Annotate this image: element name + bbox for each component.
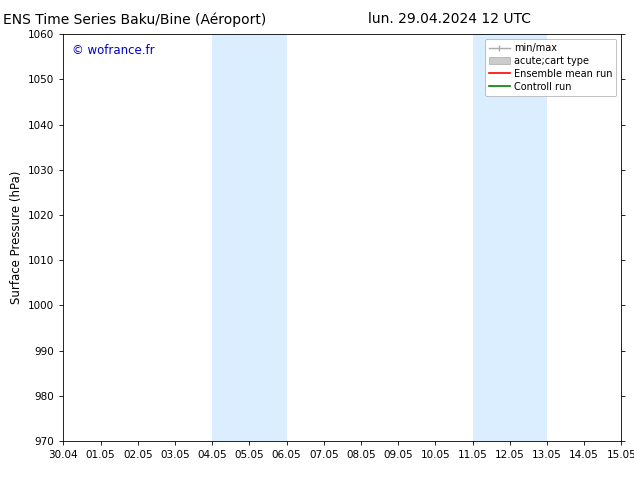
Text: lun. 29.04.2024 12 UTC: lun. 29.04.2024 12 UTC <box>368 12 531 26</box>
Legend: min/max, acute;cart type, Ensemble mean run, Controll run: min/max, acute;cart type, Ensemble mean … <box>485 39 616 96</box>
Text: © wofrance.fr: © wofrance.fr <box>72 45 155 57</box>
Text: ENS Time Series Baku/Bine (Aéroport): ENS Time Series Baku/Bine (Aéroport) <box>3 12 266 27</box>
Bar <box>212 34 287 441</box>
Bar <box>472 34 547 441</box>
Y-axis label: Surface Pressure (hPa): Surface Pressure (hPa) <box>10 171 23 304</box>
